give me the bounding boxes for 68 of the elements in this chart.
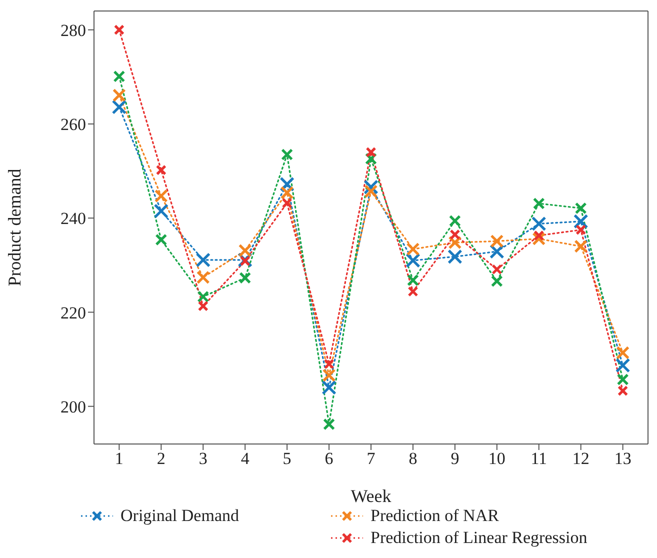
point [364, 184, 378, 198]
x-tick-label: 13 [614, 449, 632, 468]
point [616, 346, 630, 360]
point [282, 198, 292, 208]
point [196, 252, 211, 268]
point [531, 216, 546, 232]
x-axis-title: Week [350, 486, 392, 506]
point [154, 204, 169, 218]
x-tick-label: 11 [530, 449, 548, 468]
y-tick-label: 280 [60, 20, 86, 40]
point [154, 189, 168, 203]
point [448, 249, 462, 264]
x-tick-label: 9 [450, 449, 460, 468]
x-tick-label: 6 [324, 449, 334, 468]
y-tick-label: 260 [60, 114, 86, 134]
point [155, 234, 168, 246]
legend-label: Prediction of Linear Regression [370, 528, 588, 548]
point [281, 148, 294, 161]
x-tick-label: 3 [198, 449, 208, 468]
point [406, 274, 419, 286]
x-tick-label: 12 [572, 449, 590, 468]
point [114, 24, 124, 36]
y-tick-label: 220 [60, 303, 86, 322]
point [238, 244, 252, 258]
point [448, 214, 461, 227]
point [112, 88, 126, 102]
legend-label: Prediction of NAR [370, 506, 499, 526]
legend-label: Original Demand [120, 506, 239, 526]
point [615, 358, 630, 373]
point [322, 380, 336, 395]
point [240, 256, 250, 266]
point [324, 358, 334, 370]
point [366, 146, 376, 158]
point [448, 236, 462, 250]
point [156, 164, 166, 176]
point [408, 286, 418, 297]
x-tick-label: 1 [114, 449, 124, 468]
point [196, 270, 210, 284]
y-axis-title: Product demand [4, 168, 24, 286]
x-tick-label: 2 [156, 449, 166, 468]
point [450, 229, 460, 240]
point [490, 275, 503, 288]
point [280, 186, 294, 200]
x-tick-label: 4 [240, 449, 250, 468]
x-tick-label: 7 [366, 449, 376, 468]
x-tick-label: 10 [488, 449, 506, 468]
point [406, 253, 420, 268]
point [616, 374, 629, 386]
x-tick-label: 5 [282, 449, 292, 468]
point [323, 418, 336, 430]
y-tick-label: 240 [60, 209, 86, 228]
point [574, 240, 588, 254]
point [198, 300, 208, 312]
point [322, 368, 336, 382]
point [490, 234, 504, 248]
point [197, 290, 210, 303]
point [239, 272, 252, 284]
point [618, 386, 628, 396]
point [576, 224, 586, 236]
point [112, 100, 127, 114]
point [406, 242, 420, 256]
x-tick-label: 8 [408, 449, 418, 468]
point [492, 264, 502, 275]
point [113, 70, 126, 82]
point [532, 197, 545, 210]
y-tick-label: 200 [60, 397, 86, 416]
point [534, 230, 544, 241]
point [574, 202, 587, 214]
